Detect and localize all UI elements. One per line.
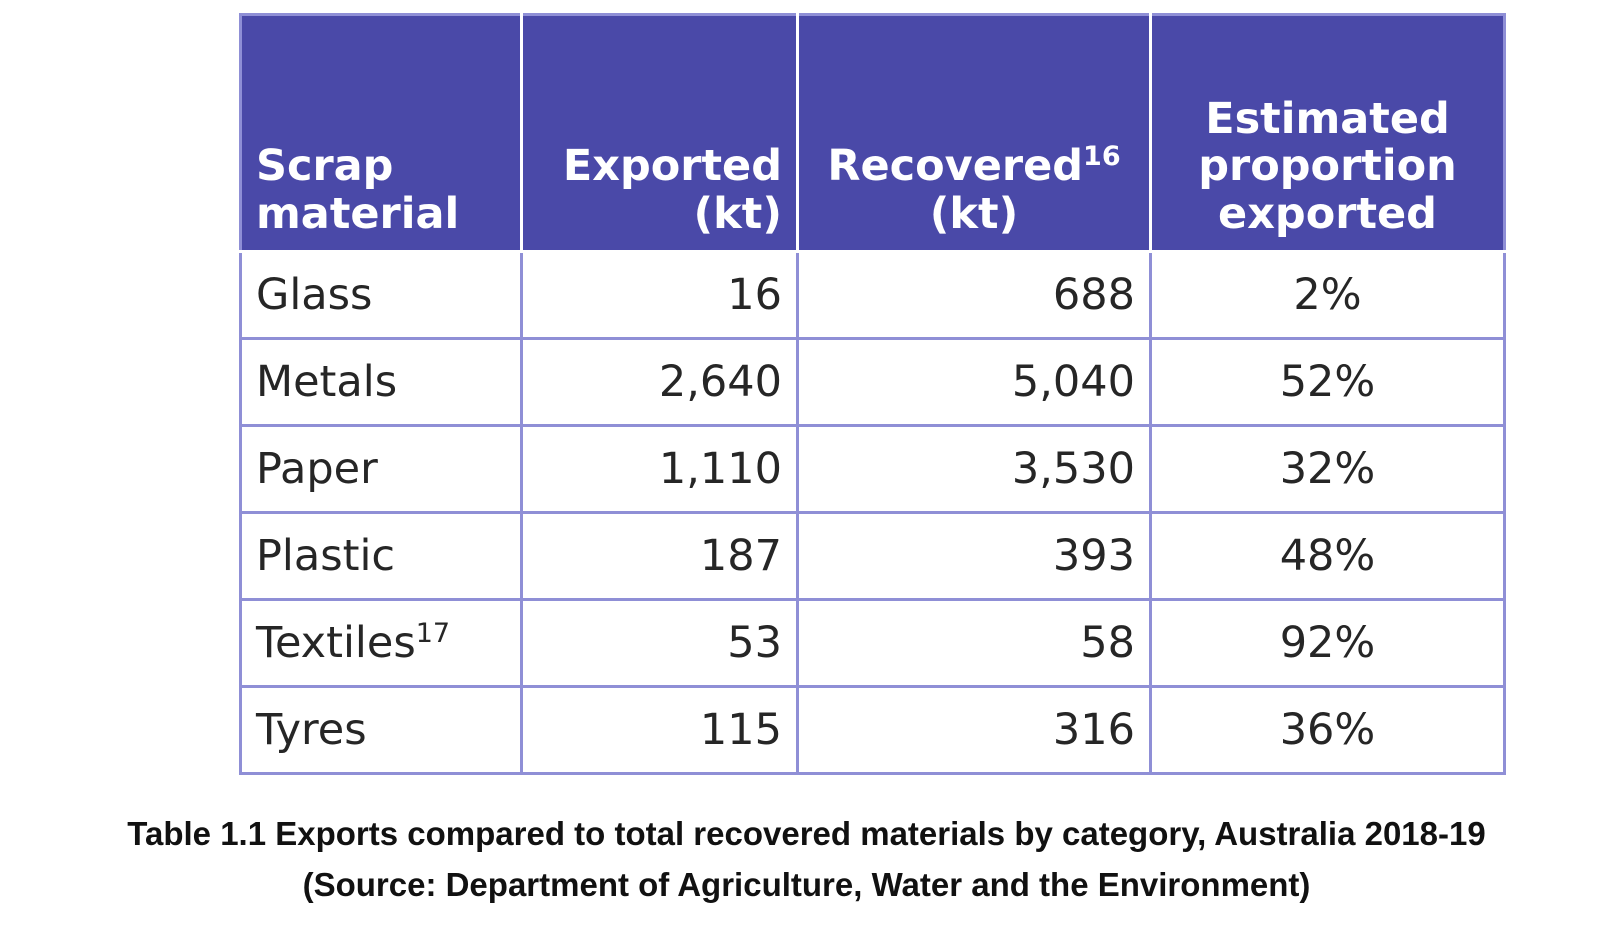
table-row: Metals 2,640 5,040 52% (239, 337, 1506, 427)
cell-recovered: 393 (796, 511, 1152, 601)
cell-proportion: 2% (1149, 250, 1506, 340)
material-name: Plastic (256, 531, 396, 582)
cell-material: Plastic (239, 511, 523, 601)
cell-exported: 1,110 (520, 424, 799, 514)
header-proportion-line2: proportion (1198, 141, 1457, 192)
caption-title: Table 1.1 Exports compared to total reco… (127, 815, 1486, 852)
header-material-line2: material (256, 188, 460, 239)
cell-proportion: 92% (1149, 598, 1506, 688)
table-row: Tyres 115 316 36% (239, 685, 1506, 775)
header-row: Scrap material Exported (kt) Recovered16… (239, 13, 1506, 253)
cell-recovered: 5,040 (796, 337, 1152, 427)
cell-material: Tyres (239, 685, 523, 775)
table-row: Textiles17 53 58 92% (239, 598, 1506, 688)
header-recovered: Recovered16 (kt) (796, 13, 1152, 253)
table-row: Plastic 187 393 48% (239, 511, 1506, 601)
table-body: Glass 16 688 2% Metals 2,640 5,040 52% P… (239, 250, 1506, 775)
header-proportion-line3: exported (1218, 188, 1437, 239)
caption-source: (Source: Department of Agriculture, Wate… (302, 866, 1311, 903)
cell-exported: 16 (520, 250, 799, 340)
cell-recovered: 688 (796, 250, 1152, 340)
cell-material: Paper (239, 424, 523, 514)
exports-table: Scrap material Exported (kt) Recovered16… (239, 13, 1506, 775)
header-exported-line2: (kt) (693, 188, 782, 239)
footnote-marker: 16 (1083, 141, 1121, 173)
table-header: Scrap material Exported (kt) Recovered16… (239, 13, 1506, 253)
header-proportion: Estimated proportion exported (1149, 13, 1506, 253)
header-exported-line1: Exported (562, 141, 782, 192)
cell-recovered: 3,530 (796, 424, 1152, 514)
material-name: Tyres (256, 705, 367, 756)
footnote-marker: 17 (415, 618, 451, 650)
material-name: Textiles (256, 618, 416, 669)
table-caption: Table 1.1 Exports compared to total reco… (0, 808, 1613, 910)
header-recovered-line1-wrap: Recovered16 (813, 143, 1135, 190)
material-name: Glass (256, 270, 373, 321)
cell-material: Textiles17 (239, 598, 523, 688)
cell-exported: 115 (520, 685, 799, 775)
header-exported: Exported (kt) (520, 13, 799, 253)
cell-material: Metals (239, 337, 523, 427)
cell-exported: 187 (520, 511, 799, 601)
cell-recovered: 58 (796, 598, 1152, 688)
header-proportion-line1: Estimated (1205, 94, 1450, 145)
table-row: Glass 16 688 2% (239, 250, 1506, 340)
header-recovered-line1: Recovered (827, 141, 1084, 192)
material-name: Metals (256, 357, 398, 408)
cell-exported: 53 (520, 598, 799, 688)
cell-proportion: 32% (1149, 424, 1506, 514)
header-material-line1: Scrap (256, 141, 394, 192)
cell-recovered: 316 (796, 685, 1152, 775)
cell-proportion: 48% (1149, 511, 1506, 601)
material-name: Paper (256, 444, 378, 495)
cell-proportion: 52% (1149, 337, 1506, 427)
cell-material: Glass (239, 250, 523, 340)
header-material: Scrap material (239, 13, 523, 253)
table-row: Paper 1,110 3,530 32% (239, 424, 1506, 514)
cell-proportion: 36% (1149, 685, 1506, 775)
header-recovered-line2: (kt) (929, 188, 1019, 239)
cell-exported: 2,640 (520, 337, 799, 427)
